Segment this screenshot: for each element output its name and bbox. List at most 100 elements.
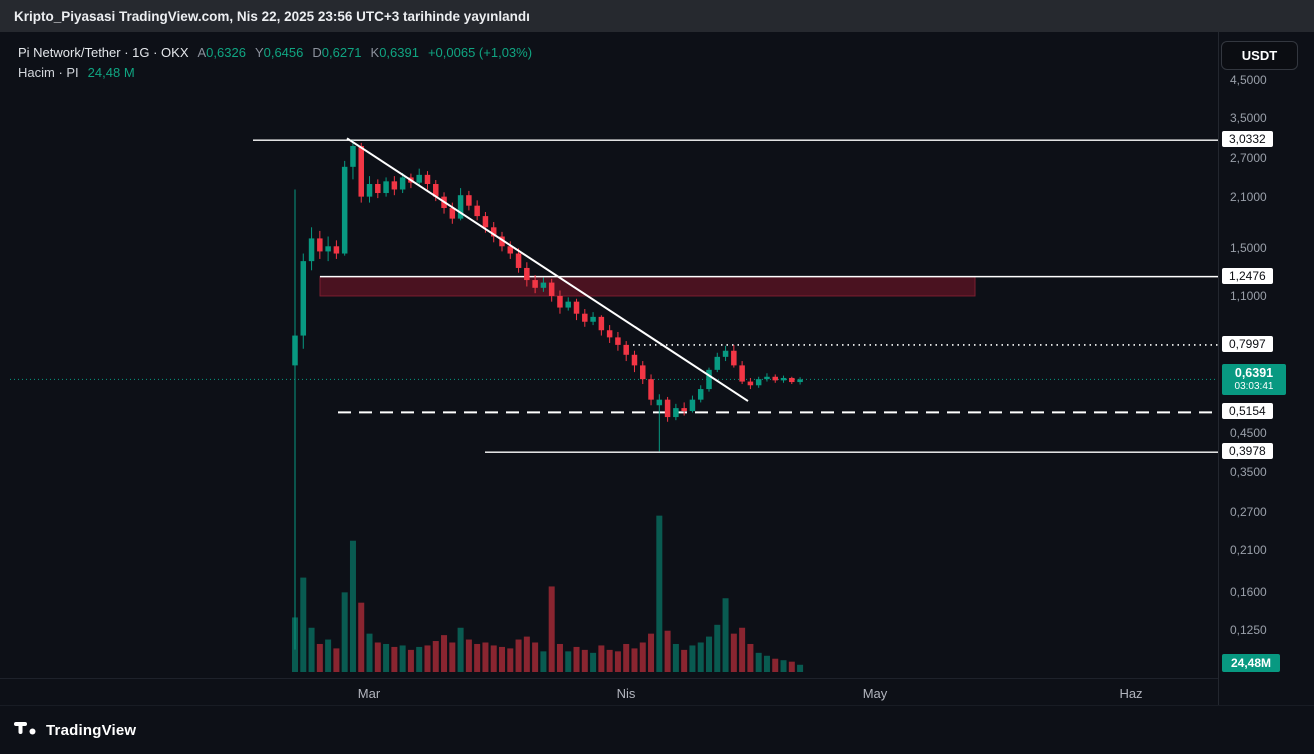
volume-bar: [623, 643, 630, 672]
price-axis-label: 3,5000: [1230, 111, 1267, 126]
volume-bar: [755, 652, 762, 672]
footer: TradingView: [0, 705, 1314, 754]
volume-bar: [316, 643, 323, 672]
time-axis[interactable]: Mar Nis May Haz: [0, 678, 1218, 706]
volume-bar: [349, 540, 356, 672]
current-price-value: 0,6391: [1234, 366, 1274, 381]
volume-bar: [797, 664, 804, 672]
price-axis-label: 2,1000: [1230, 189, 1267, 204]
candle-body: [755, 379, 762, 386]
candle-body: [308, 238, 315, 262]
candle-body: [333, 246, 340, 254]
candle-body: [565, 301, 571, 308]
volume-bar: [681, 649, 688, 672]
time-axis-label: Mar: [357, 686, 381, 701]
candle-body: [325, 246, 331, 252]
candle-body: [731, 350, 737, 366]
time-axis-label: May: [862, 686, 888, 701]
tradingview-logo-icon[interactable]: [14, 720, 38, 741]
published-banner-text: Kripto_Piyasasi TradingView.com, Nis 22,…: [14, 8, 530, 24]
ohlc-open: A0,6326: [197, 45, 246, 60]
candle-body: [341, 166, 348, 254]
volume-bar: [482, 642, 489, 672]
candle-body: [540, 282, 547, 288]
candle-body: [656, 399, 663, 406]
volume-bar: [590, 652, 597, 672]
time-axis-label: Haz: [1119, 686, 1143, 701]
candle-body: [391, 181, 398, 190]
volume-bar: [416, 646, 423, 672]
candle-body: [557, 295, 563, 308]
volume-bar: [333, 648, 340, 672]
symbol-title[interactable]: Pi Network/Tether · 1G · OKX: [18, 45, 189, 60]
volume-bar: [697, 642, 704, 672]
candle-body: [797, 379, 803, 383]
volume-bar: [523, 636, 530, 672]
volume-bar: [565, 651, 572, 672]
tradingview-brand-text[interactable]: TradingView: [46, 721, 137, 739]
candle-body: [573, 301, 580, 314]
volume-bar: [788, 661, 795, 672]
volume-bar: [358, 602, 365, 672]
price-axis-label: 2,7000: [1230, 151, 1267, 166]
trendline: [346, 137, 749, 402]
volume-value: 24,48 M: [87, 65, 135, 80]
candle-body: [474, 205, 480, 217]
candle-body: [689, 399, 696, 412]
candle-body: [640, 365, 646, 380]
volume-bar: [449, 642, 456, 672]
price-line-label: 1,2476: [1222, 267, 1273, 284]
volume-bar: [540, 651, 547, 672]
candle-body: [317, 238, 323, 252]
volume-bar: [399, 645, 406, 672]
volume-bar: [366, 633, 373, 672]
price-line-label: 0,5154: [1222, 403, 1273, 420]
price-axis-label: 0,1600: [1230, 585, 1267, 600]
candle-body: [631, 354, 638, 366]
candle-body: [648, 379, 654, 400]
volume-bar: [714, 624, 721, 672]
candle-body: [416, 174, 422, 183]
volume-bar: [383, 643, 390, 672]
volume-bar: [730, 633, 737, 672]
volume-legend: Hacim · PI 24,48 M: [18, 65, 135, 80]
candle-body: [598, 316, 605, 331]
volume-bar: [656, 515, 663, 672]
candle-body: [714, 356, 721, 370]
volume-bar: [391, 646, 398, 672]
candle-body: [780, 377, 787, 381]
ohlc-high: Y0,6456: [254, 45, 304, 60]
price-axis-label: 0,2100: [1230, 543, 1267, 558]
volume-bar: [499, 646, 505, 672]
price-axis[interactable]: 4,5000 3,5000 2,7000 2,1000 1,5000 1,1000 0,45…: [1218, 32, 1314, 705]
currency-toggle-button[interactable]: USDT: [1221, 41, 1298, 70]
candle-body: [383, 181, 389, 194]
volume-bar: [689, 645, 696, 672]
candle-body: [433, 184, 439, 197]
time-axis-label: Nis: [616, 686, 636, 701]
price-axis-label: 0,4500: [1230, 426, 1267, 441]
candle-body: [300, 261, 307, 336]
price-line-label: 3,0332: [1222, 131, 1273, 148]
volume-bar: [648, 633, 655, 672]
candle-body: [623, 344, 629, 355]
volume-bar: [548, 586, 555, 672]
candle-body: [772, 376, 778, 381]
volume-bar: [739, 627, 746, 672]
volume-bar: [581, 649, 588, 672]
volume-bar: [672, 643, 679, 672]
price-axis-label: 0,1250: [1230, 623, 1267, 637]
candle-body: [375, 184, 381, 194]
candle-body: [590, 316, 596, 322]
candle-body: [466, 195, 472, 206]
candle-body: [548, 282, 555, 296]
volume-indicator-title[interactable]: Hacim · PI: [18, 65, 79, 80]
volume-bar: [639, 642, 646, 672]
candle-body: [673, 408, 679, 418]
volume-bar: [763, 655, 770, 672]
price-axis-label: 0,2700: [1230, 504, 1267, 519]
price-line-label: 0,7997: [1222, 335, 1273, 352]
candle-body: [532, 280, 538, 288]
candle-body: [507, 246, 514, 254]
